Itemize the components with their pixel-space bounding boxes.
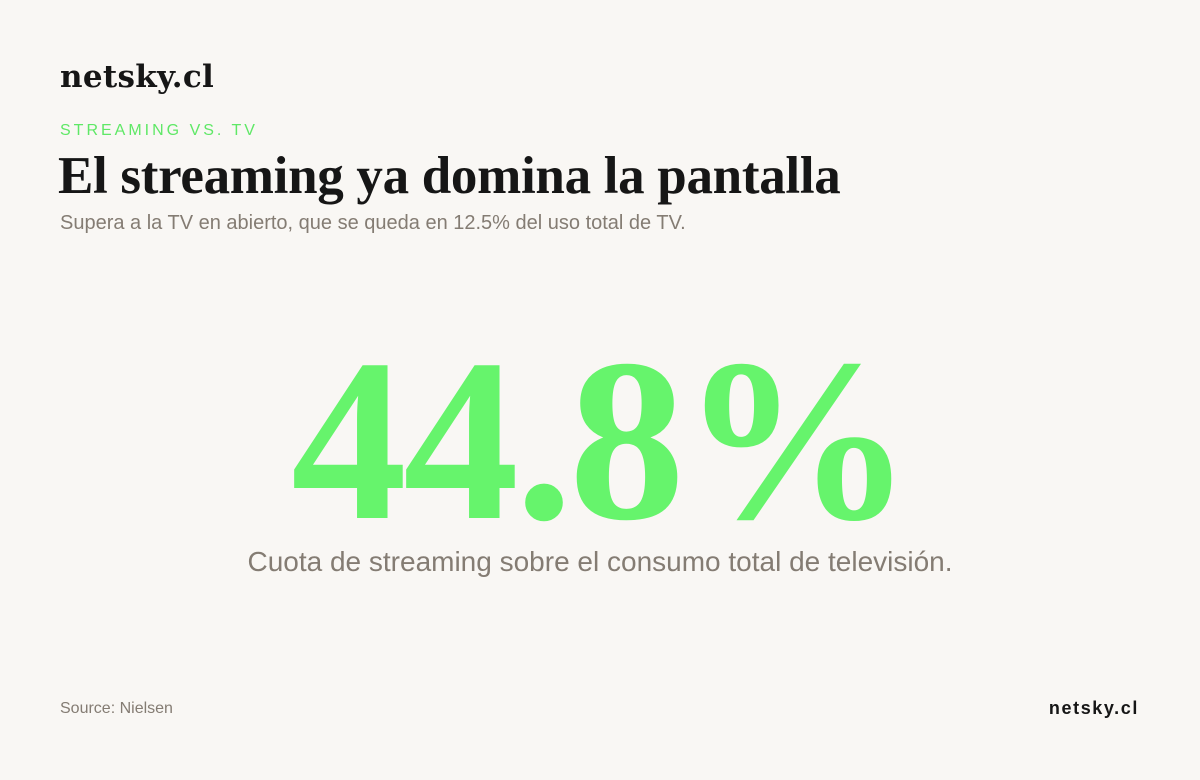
stat-caption: Cuota de streaming sobre el consumo tota… — [247, 546, 953, 577]
page-title: El streaming ya domina la pantalla — [58, 147, 841, 205]
stat-value: 44.8% — [291, 312, 913, 569]
section-kicker: STREAMING VS. TV — [60, 122, 258, 139]
page-subtitle: Supera a la TV en abierto, que se queda … — [60, 212, 686, 234]
source-note: Source: Nielsen — [60, 700, 173, 717]
brand-logo: netsky.cl — [60, 59, 215, 95]
footer-brand-logo: netsky.cl — [1048, 698, 1139, 718]
